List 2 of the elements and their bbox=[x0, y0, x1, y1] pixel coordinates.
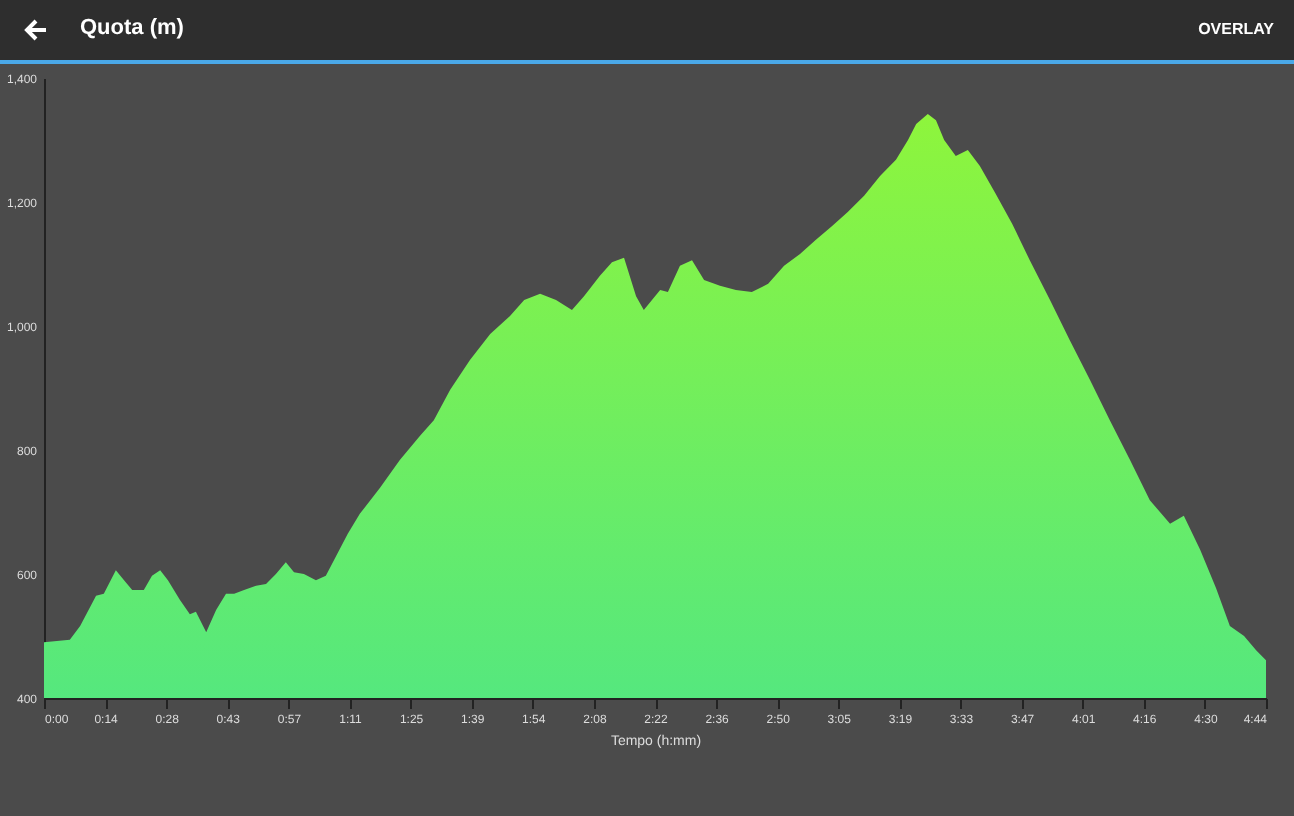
text: OVERLAY bbox=[1198, 20, 1274, 38]
chart-title: Quota (m) bbox=[80, 16, 184, 40]
